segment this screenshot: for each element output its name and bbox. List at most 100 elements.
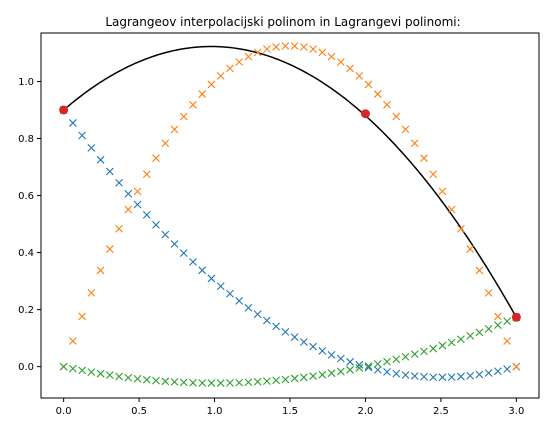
basis-marker (179, 378, 188, 387)
basis-marker (226, 64, 234, 73)
basis-marker (447, 373, 456, 381)
basis-marker (105, 371, 114, 380)
basis-marker (392, 355, 401, 364)
basis-marker (475, 370, 484, 379)
basis-marker (189, 100, 197, 109)
basis-marker (327, 350, 336, 359)
basis-marker (290, 333, 299, 342)
basis-marker (105, 245, 114, 253)
basis-marker (503, 365, 512, 373)
basis-marker (318, 48, 327, 57)
basis-marker (364, 363, 373, 372)
basis-marker (263, 316, 271, 325)
basis-marker (383, 367, 391, 376)
basis-marker (235, 58, 244, 66)
basis-marker (161, 139, 170, 148)
basis-marker (493, 367, 502, 376)
basis-marker (207, 80, 216, 89)
basis-marker (244, 303, 253, 312)
basis-marker (503, 337, 512, 345)
basis-marker (466, 332, 475, 340)
basis-marker (355, 364, 364, 372)
basis-marker (115, 372, 123, 381)
basis-marker (429, 170, 438, 179)
y-tick-label: 1.0 (18, 77, 34, 88)
basis-marker (96, 266, 105, 275)
basis-marker (484, 324, 493, 333)
basis-marker (87, 143, 96, 152)
basis-marker (179, 249, 188, 258)
basis-marker (429, 373, 438, 382)
basis-marker (170, 125, 179, 134)
basis-marker (457, 224, 465, 233)
basis-marker (170, 378, 179, 386)
basis-marker (346, 365, 354, 374)
basis-marker (161, 377, 170, 386)
basis-marker (309, 342, 317, 351)
basis-marker (429, 344, 438, 353)
basis-marker (373, 359, 382, 368)
basis-marker (355, 72, 364, 80)
y-tick-label: 0.6 (18, 191, 34, 202)
basis-marker (457, 335, 465, 344)
basis-marker (263, 377, 271, 385)
x-tick-label: 1.5 (282, 406, 298, 417)
basis-marker (373, 365, 382, 374)
basis-marker (124, 189, 133, 198)
basis-marker (78, 366, 87, 375)
basis-marker (244, 378, 253, 387)
y-tick-label: 0.4 (18, 248, 34, 259)
basis-marker (207, 274, 216, 283)
basis-marker (272, 43, 281, 51)
basis-marker (226, 289, 234, 298)
x-tick-label: 1.0 (207, 406, 223, 417)
basis-marker (309, 372, 317, 380)
basis-marker (216, 282, 225, 291)
node-point (360, 109, 370, 119)
basis-marker (299, 338, 308, 346)
basis-marker (189, 257, 197, 266)
basis-marker (346, 64, 354, 73)
basis-marker (272, 376, 281, 385)
node-point (511, 312, 521, 322)
basis-marker (68, 119, 77, 127)
basis-marker (281, 42, 290, 50)
basis-marker (438, 341, 447, 350)
basis-marker (124, 205, 133, 214)
axes-ticks: 0.0 0.5 1.0 1.5 2.0 2.5 3.0 0.0 0.2 0.4 0.6 0.8 1.0 (18, 77, 524, 417)
basis-marker (253, 377, 262, 386)
basis-marker (299, 373, 308, 382)
basis-marker (299, 43, 308, 51)
x-tick-label: 2.0 (358, 406, 374, 417)
basis-marker (152, 376, 160, 385)
basis-marker (142, 210, 151, 219)
basis-marker (263, 45, 271, 54)
basis-marker (401, 125, 410, 134)
basis-marker (207, 379, 216, 387)
basis-marker (96, 155, 105, 164)
basis-marker (447, 205, 456, 214)
basis-marker (133, 187, 142, 196)
x-tick-label: 3.0 (508, 406, 524, 417)
basis-marker (272, 322, 281, 331)
basis-series-1 (59, 42, 521, 371)
basis-marker (438, 373, 447, 382)
basis-marker (493, 321, 502, 329)
basis-marker (133, 374, 142, 383)
node-point (59, 105, 69, 115)
basis-marker (216, 379, 225, 387)
basis-marker (115, 178, 123, 187)
basis-marker (253, 310, 262, 319)
y-tick-label: 0.2 (18, 305, 34, 316)
y-tick-label: 0.0 (18, 362, 34, 373)
basis-marker (420, 154, 428, 163)
basis-series-0 (59, 106, 521, 382)
basis-marker (484, 369, 493, 377)
basis-marker (152, 221, 160, 229)
basis-marker (115, 224, 123, 233)
basis-marker (142, 375, 151, 384)
basis-marker (364, 80, 373, 89)
basis-marker (401, 352, 410, 361)
basis-marker (336, 354, 345, 363)
